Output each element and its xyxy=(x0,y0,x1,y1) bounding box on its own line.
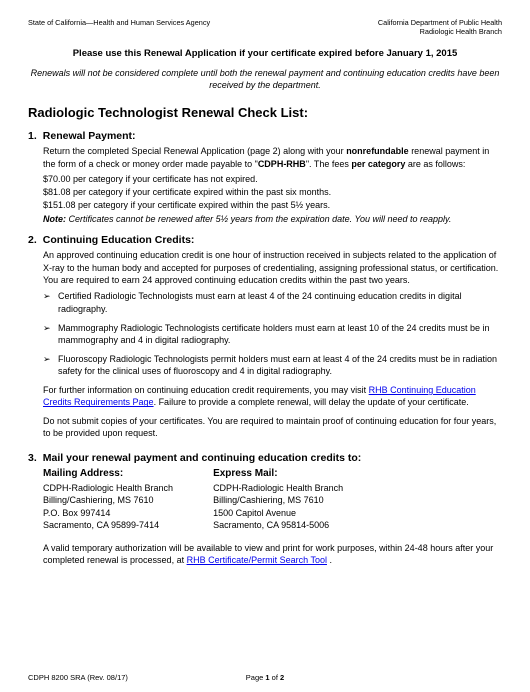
temp-auth-note: A valid temporary authorization will be … xyxy=(43,542,502,567)
section-3-title: Mail your renewal payment and continuing… xyxy=(43,452,362,464)
ce-bullet-3: Fluoroscopy Radiologic Technologists per… xyxy=(43,353,502,378)
note-label: Note: xyxy=(43,214,66,224)
section-1-note: Note: Certificates cannot be renewed aft… xyxy=(43,214,502,224)
page-indicator: Page 1 of 2 xyxy=(246,673,284,682)
s1-intro-d: are as follows: xyxy=(405,159,465,169)
page-total: 2 xyxy=(280,673,284,682)
section-mailing: 3. Mail your renewal payment and continu… xyxy=(28,452,502,567)
express-line-1: CDPH-Radiologic Health Branch xyxy=(213,482,343,495)
section-3-heading: 3. Mail your renewal payment and continu… xyxy=(28,452,502,464)
section-2-title: Continuing Education Credits: xyxy=(43,234,195,246)
page-title: Radiologic Technologist Renewal Check Li… xyxy=(28,105,502,120)
fee-line-3: $151.08 per category if your certificate… xyxy=(43,199,502,212)
section-continuing-education: 2. Continuing Education Credits: An appr… xyxy=(28,234,502,439)
tail-b: . xyxy=(327,555,332,565)
header-right: California Department of Public Health R… xyxy=(378,18,502,36)
section-3-number: 3. xyxy=(28,452,37,464)
ce-more-a: For further information on continuing ed… xyxy=(43,385,369,395)
section-1-title: Renewal Payment: xyxy=(43,130,136,142)
banner: Please use this Renewal Application if y… xyxy=(28,48,502,59)
mail-line-2: Billing/Cashiering, MS 7610 xyxy=(43,494,173,507)
express-mail-block: Express Mail: CDPH-Radiologic Health Bra… xyxy=(213,467,343,532)
page-label-a: Page xyxy=(246,673,266,682)
s1-intro-a: Return the completed Special Renewal App… xyxy=(43,146,346,156)
ce-no-copies: Do not submit copies of your certificate… xyxy=(43,415,502,440)
section-1-number: 1. xyxy=(28,130,37,142)
sub-banner: Renewals will not be considered complete… xyxy=(28,67,502,91)
ce-bullet-list: Certified Radiologic Technologists must … xyxy=(43,290,502,378)
header-left: State of California—Health and Human Ser… xyxy=(28,18,210,36)
mail-line-4: Sacramento, CA 95899-7414 xyxy=(43,519,173,532)
ce-bullet-2: Mammography Radiologic Technologists cer… xyxy=(43,322,502,347)
search-tool-link[interactable]: RHB Certificate/Permit Search Tool xyxy=(187,555,327,565)
fee2-text: if your certificate expired within the p… xyxy=(123,187,331,197)
address-row: Mailing Address: CDPH-Radiologic Health … xyxy=(43,467,502,532)
express-line-4: Sacramento, CA 95814-5006 xyxy=(213,519,343,532)
form-number: CDPH 8200 SRA (Rev. 08/17) xyxy=(28,673,128,682)
note-text: Certificates cannot be renewed after 5½ … xyxy=(66,214,451,224)
express-line-2: Billing/Cashiering, MS 7610 xyxy=(213,494,343,507)
per-category-label: per category xyxy=(351,159,405,169)
section-2-intro: An approved continuing education credit … xyxy=(43,249,502,286)
fee-line-2: $81.08 per category if your certificate … xyxy=(43,186,502,199)
mail-line-3: P.O. Box 997414 xyxy=(43,507,173,520)
payee-label: CDPH-RHB xyxy=(258,159,306,169)
fee2-amount: $81.08 per category xyxy=(43,187,123,197)
page-header: State of California—Health and Human Ser… xyxy=(28,18,502,36)
fee1-text: if your certificate has not expired. xyxy=(123,174,258,184)
page-footer: CDPH 8200 SRA (Rev. 08/17) Page 1 of 2 xyxy=(28,673,502,682)
header-right-line2: Radiologic Health Branch xyxy=(378,27,502,36)
mailing-address-title: Mailing Address: xyxy=(43,467,173,481)
section-1-heading: 1. Renewal Payment: xyxy=(28,130,502,142)
express-line-3: 1500 Capitol Avenue xyxy=(213,507,343,520)
fee1-amount: $70.00 per category xyxy=(43,174,123,184)
header-right-line1: California Department of Public Health xyxy=(378,18,502,27)
express-mail-title: Express Mail: xyxy=(213,467,343,481)
fee3-text: if your certificate expired within the p… xyxy=(128,200,330,210)
fee-line-1: $70.00 per category if your certificate … xyxy=(43,173,502,186)
mail-line-1: CDPH-Radiologic Health Branch xyxy=(43,482,173,495)
section-2-heading: 2. Continuing Education Credits: xyxy=(28,234,502,246)
ce-more-b: . Failure to provide a complete renewal,… xyxy=(154,397,469,407)
mailing-address-block: Mailing Address: CDPH-Radiologic Health … xyxy=(43,467,173,532)
ce-more-info: For further information on continuing ed… xyxy=(43,384,502,409)
section-2-number: 2. xyxy=(28,234,37,246)
section-renewal-payment: 1. Renewal Payment: Return the completed… xyxy=(28,130,502,224)
page-label-b: of xyxy=(270,673,280,682)
section-1-intro: Return the completed Special Renewal App… xyxy=(43,145,502,170)
fee3-amount: $151.08 per category xyxy=(43,200,128,210)
ce-bullet-1: Certified Radiologic Technologists must … xyxy=(43,290,502,315)
s1-intro-c: ". The fees xyxy=(306,159,352,169)
nonrefundable-label: nonrefundable xyxy=(346,146,409,156)
